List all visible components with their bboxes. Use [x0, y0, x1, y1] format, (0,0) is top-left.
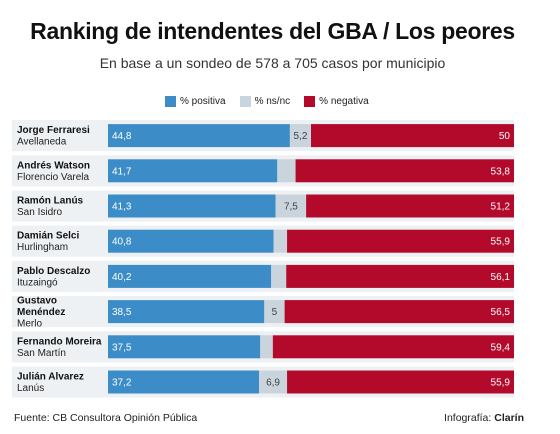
bar-positive: [108, 370, 260, 394]
category-name: Menéndez: [17, 307, 65, 318]
legend-swatch-nsnc: [239, 96, 251, 107]
bar-positive: [108, 159, 278, 183]
category-municipio: San Martín: [17, 348, 66, 359]
category-name: Pablo Descalzo: [17, 266, 90, 277]
data-label-positive: 44,8: [112, 131, 132, 142]
data-label-positive: 41,3: [112, 202, 132, 213]
bar-negative: [272, 335, 514, 359]
category-municipio: Lanús: [17, 383, 44, 394]
data-label-positive: 37,5: [112, 342, 132, 353]
category-municipio: Merlo: [17, 318, 42, 329]
bar-nsnc: [273, 229, 288, 253]
legend-label-nsnc: % ns/nc: [254, 96, 291, 107]
bar-nsnc: [264, 300, 285, 324]
legend-label-negative: % negativa: [319, 96, 369, 107]
bar-positive: [108, 194, 276, 218]
data-label-negative: 56,1: [491, 272, 511, 283]
bar-negative: [287, 229, 514, 253]
bar-positive: [108, 124, 290, 148]
data-label-negative: 55,9: [491, 237, 511, 248]
legend-item-negative: % negativa: [304, 96, 369, 107]
chart-title: Ranking de intendentes del GBA / Los peo…: [30, 18, 515, 44]
chart-subtitle: En base a un sondeo de 578 a 705 casos p…: [99, 55, 446, 71]
category-municipio: Florencio Varela: [17, 172, 90, 183]
category-name: Fernando Moreira: [17, 336, 102, 347]
legend-item-nsnc: % ns/nc: [239, 96, 291, 107]
category-name: Julián Alvarez: [17, 372, 84, 383]
bar-positive: [108, 229, 274, 253]
bar-nsnc: [260, 335, 273, 359]
bar-negative: [311, 124, 514, 148]
legend-label-positive: % positiva: [180, 96, 226, 107]
bar-negative: [287, 370, 514, 394]
bar-positive: [108, 300, 265, 324]
legend-item-positive: % positiva: [165, 96, 226, 107]
category-name: Ramón Lanús: [17, 196, 84, 207]
data-label-positive: 41,7: [112, 166, 132, 177]
bar-nsnc: [271, 264, 287, 288]
bar-nsnc: [275, 194, 307, 218]
data-label-nsnc: 5,2: [293, 131, 307, 142]
category-name: Damián Selci: [17, 231, 79, 242]
data-label-negative: 50: [499, 131, 511, 142]
bar-nsnc: [289, 124, 311, 148]
category-name: Jorge Ferraresi: [17, 125, 90, 136]
data-label-nsnc: 7,5: [284, 202, 298, 213]
legend-swatch-positive: [165, 96, 176, 107]
category-municipio: Hurlingham: [17, 242, 68, 253]
category-name: Andrés Watson: [17, 160, 90, 171]
data-label-negative: 56,5: [491, 307, 511, 318]
legend-swatch-negative: [304, 96, 316, 107]
bar-nsnc: [259, 370, 288, 394]
data-label-negative: 51,2: [491, 202, 511, 213]
bar-positive: [108, 335, 261, 359]
data-label-nsnc: 6,9: [266, 378, 280, 389]
data-label-negative: 59,4: [491, 342, 511, 353]
source-note: Fuente: CB Consultora Opinión Pública: [14, 412, 198, 424]
bar-negative: [295, 159, 514, 183]
category-name: Gustavo: [17, 295, 57, 306]
data-label-positive: 37,2: [112, 378, 132, 389]
data-label-negative: 55,9: [491, 378, 511, 389]
bar-negative: [306, 194, 514, 218]
legend: % positiva % ns/nc % negativa: [165, 96, 369, 107]
credit-prefix: Infografía:: [444, 412, 492, 424]
data-label-nsnc: 5: [272, 307, 278, 318]
data-label-positive: 40,8: [112, 237, 132, 248]
category-municipio: Avellaneda: [17, 137, 67, 148]
bar-negative: [284, 300, 514, 324]
credit-note: Infografía: Clarín: [444, 412, 524, 424]
category-municipio: Ituzaingó: [17, 277, 58, 288]
data-label-positive: 40,2: [112, 272, 132, 283]
bar-nsnc: [277, 159, 296, 183]
bar-negative: [286, 264, 514, 288]
data-label-positive: 38,5: [112, 307, 132, 318]
category-municipio: San Isidro: [17, 207, 62, 218]
data-label-negative: 53,8: [491, 166, 511, 177]
credit-brand: Clarín: [494, 412, 524, 424]
bar-positive: [108, 264, 272, 288]
